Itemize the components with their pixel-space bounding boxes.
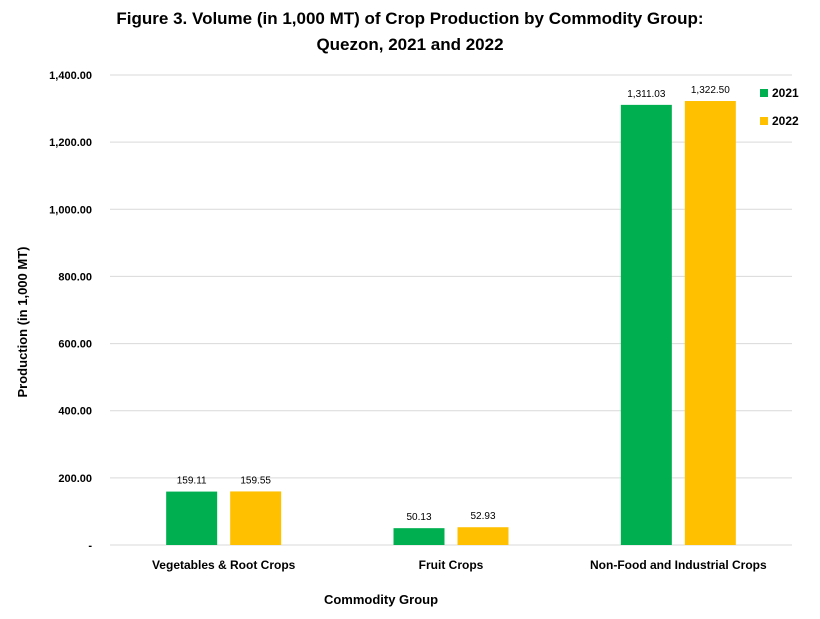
data-labels: 159.11 159.55 50.13 52.93 1,311.03 1,322.50 <box>177 85 730 523</box>
chart-title: Figure 3. Volume (in 1,000 MT) of Crop P… <box>0 6 820 58</box>
gridlines <box>110 74 792 479</box>
bar-2022-2 <box>684 101 736 546</box>
x-category-label: Fruit Crops <box>419 558 484 572</box>
y-axis-ticks: - 200.00 400.00 600.00 800.00 1,000.00 1,200.0… <box>49 70 92 552</box>
chart-title-line-2: Quezon, 2021 and 2022 <box>316 35 504 54</box>
data-label: 159.11 <box>177 476 207 487</box>
bars <box>166 101 736 546</box>
y-tick-label: 600.00 <box>58 339 92 351</box>
x-category-label: Non-Food and Industrial Crops <box>590 558 767 572</box>
legend-swatch-2022 <box>760 117 768 125</box>
bar-2021-2 <box>620 104 672 545</box>
legend: 2021 2022 <box>760 86 799 128</box>
x-axis-categories: Vegetables & Root Crops Fruit Crops Non-Fo… <box>152 558 767 572</box>
y-tick-label: 1,400.00 <box>49 70 92 82</box>
x-category-label: Vegetables & Root Crops <box>152 558 296 572</box>
chart-title-line-1: Figure 3. Volume (in 1,000 MT) of Crop P… <box>116 9 704 28</box>
bar-2022-0 <box>230 491 282 545</box>
y-tick-label: 200.00 <box>58 473 92 485</box>
legend-label-2022: 2022 <box>772 114 799 128</box>
bar-2021-1 <box>393 528 445 545</box>
data-label: 159.55 <box>240 475 271 486</box>
y-tick-label: 1,200.00 <box>49 137 92 149</box>
data-label: 1,311.03 <box>627 89 666 100</box>
data-label: 1,322.50 <box>691 85 730 96</box>
data-label: 50.13 <box>406 512 431 523</box>
bar-2022-1 <box>457 527 509 545</box>
y-tick-label: 800.00 <box>58 271 92 283</box>
x-axis-title: Commodity Group <box>324 592 438 607</box>
y-tick-label: - <box>88 540 92 552</box>
y-tick-label: 1,000.00 <box>49 204 92 216</box>
bar-2021-0 <box>166 491 218 545</box>
y-tick-label: 400.00 <box>58 406 92 418</box>
legend-swatch-2021 <box>760 89 768 97</box>
data-label: 52.93 <box>470 511 495 522</box>
y-axis-title: Production (in 1,000 MT) <box>15 247 30 398</box>
legend-label-2021: 2021 <box>772 86 799 100</box>
